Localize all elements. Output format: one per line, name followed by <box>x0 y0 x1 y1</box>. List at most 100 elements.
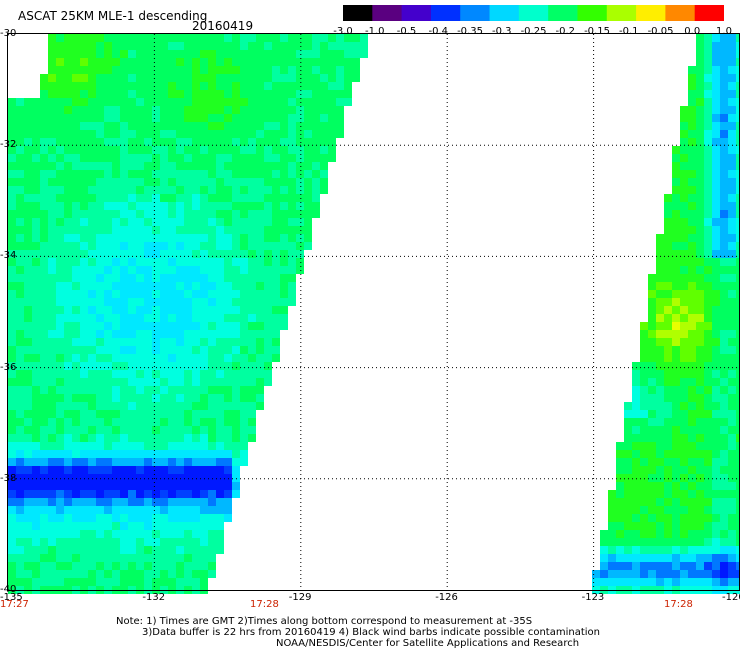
swath-cell <box>720 170 728 178</box>
swath-cell <box>80 314 88 322</box>
swath-cell <box>104 362 112 370</box>
swath-cell <box>168 522 176 530</box>
swath-cell <box>184 226 192 234</box>
swath-cell <box>680 426 688 434</box>
swath-cell <box>272 114 280 122</box>
swath-cell <box>64 250 72 258</box>
swath-cell <box>8 426 16 434</box>
swath-cell <box>112 450 120 458</box>
swath-cell <box>40 402 48 410</box>
swath-cell <box>704 354 712 362</box>
swath-cell <box>304 162 312 170</box>
swath-cell <box>656 498 664 506</box>
swath-cell <box>40 90 48 98</box>
swath-cell <box>272 298 280 306</box>
swath-cell <box>64 66 72 74</box>
swath-cell <box>656 322 664 330</box>
swath-cell <box>680 162 688 170</box>
swath-cell <box>136 546 144 554</box>
swath-cell <box>736 482 740 490</box>
swath-cell <box>112 338 120 346</box>
swath-cell <box>88 170 96 178</box>
swath-cell <box>8 506 16 514</box>
swath-cell <box>8 250 16 258</box>
swath-cell <box>64 394 72 402</box>
swath-cell <box>680 242 688 250</box>
swath-cell <box>704 322 712 330</box>
swath-cell <box>8 370 16 378</box>
swath-cell <box>128 266 136 274</box>
swath-cell <box>688 106 696 114</box>
swath-cell <box>80 130 88 138</box>
swath-cell <box>664 314 672 322</box>
swath-cell <box>48 58 56 66</box>
swath-cell <box>40 458 48 466</box>
swath-cell <box>120 218 128 226</box>
swath-cell <box>64 330 72 338</box>
swath-cell <box>688 66 696 74</box>
swath-cell <box>672 186 680 194</box>
swath-cell <box>264 218 272 226</box>
swath-cell <box>696 466 704 474</box>
swath-cell <box>688 570 696 578</box>
swath-cell <box>224 458 232 466</box>
swath-cell <box>200 66 208 74</box>
swath-cell <box>64 42 72 50</box>
swath-cell <box>64 370 72 378</box>
swath-cell <box>680 130 688 138</box>
swath-cell <box>24 482 32 490</box>
swath-cell <box>96 562 104 570</box>
swath-cell <box>736 138 740 146</box>
swath-cell <box>128 450 136 458</box>
swath-cell <box>648 346 656 354</box>
swath-cell <box>96 82 104 90</box>
swath-cell <box>704 530 712 538</box>
swath-cell <box>128 202 136 210</box>
swath-cell <box>192 306 200 314</box>
swath-cell <box>152 178 160 186</box>
swath-cell <box>8 290 16 298</box>
swath-cell <box>136 146 144 154</box>
swath-cell <box>264 138 272 146</box>
swath-cell <box>8 434 16 442</box>
swath-cell <box>152 410 160 418</box>
swath-cell <box>200 338 208 346</box>
swath-cell <box>736 354 740 362</box>
swath-cell <box>136 330 144 338</box>
swath-cell <box>216 186 224 194</box>
swath-cell <box>32 338 40 346</box>
swath-cell <box>200 362 208 370</box>
swath-cell <box>120 58 128 66</box>
swath-cell <box>144 114 152 122</box>
swath-cell <box>136 98 144 106</box>
swath-cell <box>80 378 88 386</box>
swath-cell <box>352 42 360 50</box>
swath-cell <box>16 402 24 410</box>
swath-cell <box>728 426 736 434</box>
swath-cell <box>80 346 88 354</box>
swath-cell <box>208 194 216 202</box>
swath-cell <box>40 362 48 370</box>
swath-cell <box>64 122 72 130</box>
swath-cell <box>664 218 672 226</box>
swath-cell <box>80 578 88 586</box>
swath-cell <box>104 450 112 458</box>
swath-cell <box>184 514 192 522</box>
swath-cell <box>328 42 336 50</box>
swath-cell <box>272 186 280 194</box>
swath-cell <box>288 282 296 290</box>
swath-cell <box>96 290 104 298</box>
swath-cell <box>192 298 200 306</box>
swath-cell <box>48 346 56 354</box>
swath-cell <box>120 482 128 490</box>
swath-cell <box>248 178 256 186</box>
swath-cell <box>592 578 600 586</box>
swath-cell <box>224 58 232 66</box>
swath-cell <box>48 266 56 274</box>
swath-cell <box>664 434 672 442</box>
swath-cell <box>232 42 240 50</box>
swath-cell <box>720 498 728 506</box>
swath-cell <box>696 378 704 386</box>
swath-cell <box>32 490 40 498</box>
swath-cell <box>16 346 24 354</box>
